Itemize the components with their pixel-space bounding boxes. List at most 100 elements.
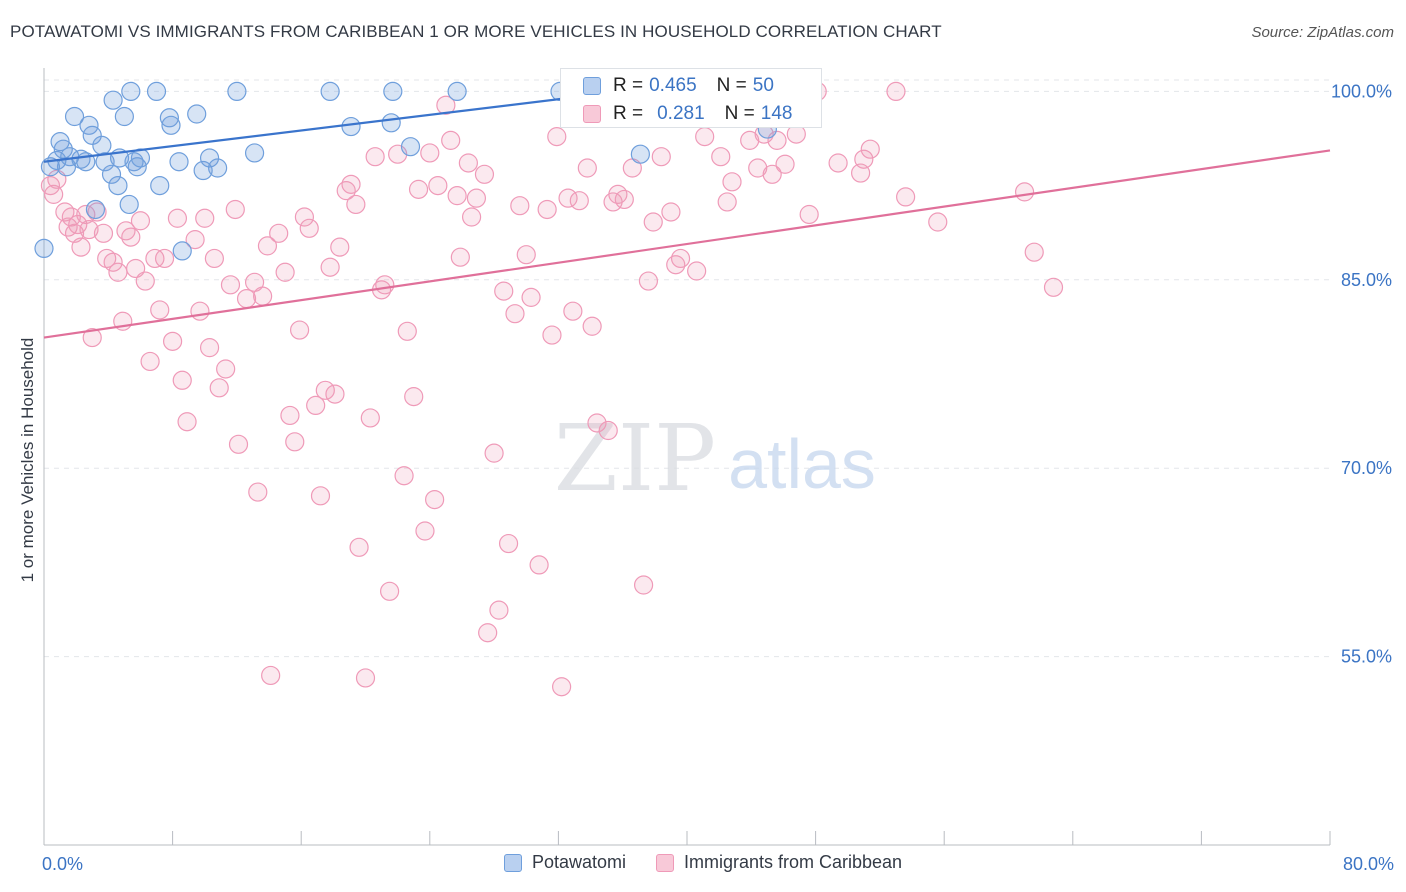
data-point	[64, 106, 85, 127]
data-point	[537, 199, 557, 220]
n-label: N =	[716, 75, 747, 96]
y-tick-label: 100.0%	[1331, 81, 1392, 101]
data-point	[394, 466, 414, 486]
data-point	[103, 252, 123, 272]
data-point	[190, 301, 210, 321]
data-point	[320, 81, 340, 102]
data-point	[172, 241, 192, 261]
legend-row-potawatomi: R = 0.465 N = 50	[561, 72, 774, 100]
data-point	[461, 207, 482, 227]
data-point	[1014, 182, 1035, 202]
data-point	[521, 287, 541, 307]
data-point	[498, 533, 519, 554]
data-point	[415, 521, 435, 541]
data-point	[130, 211, 151, 231]
data-point	[365, 147, 385, 167]
data-point	[159, 108, 179, 128]
data-point	[244, 143, 265, 163]
data-point	[76, 204, 96, 225]
data-point	[397, 321, 417, 341]
data-point	[306, 395, 326, 415]
data-point	[169, 152, 189, 172]
data-point	[199, 338, 220, 358]
data-point	[253, 286, 273, 306]
data-point	[248, 482, 268, 502]
correlation-legend: R = 0.465 N = 50 R = 0.281 N = 148	[560, 68, 822, 128]
data-point	[633, 575, 654, 595]
data-point	[854, 149, 874, 169]
data-point	[484, 443, 504, 463]
series-legend: Potawatomi Immigrants from Caribbean	[0, 852, 1406, 873]
data-point	[330, 237, 350, 257]
data-point	[748, 158, 768, 178]
data-point	[320, 257, 340, 277]
data-point	[140, 351, 160, 372]
pink-swatch	[655, 853, 674, 872]
data-point	[269, 223, 289, 243]
data-point	[441, 130, 461, 150]
data-point	[474, 164, 495, 184]
n-value: 50	[752, 75, 774, 96]
data-point	[163, 331, 183, 351]
data-point	[225, 199, 245, 220]
data-point	[375, 275, 395, 295]
y-tick-label: 55.0%	[1341, 647, 1392, 667]
axes	[43, 68, 1331, 846]
data-point	[489, 600, 509, 620]
r-value: 0.281	[657, 103, 705, 124]
legend-item-potawatomi: Potawatomi	[503, 852, 626, 873]
data-point	[71, 237, 91, 257]
watermark-atlas: atlas	[728, 425, 876, 503]
data-point	[257, 236, 278, 256]
data-point	[400, 137, 421, 157]
data-point	[630, 144, 650, 164]
data-point	[510, 196, 530, 216]
data-point	[381, 113, 401, 133]
data-point	[103, 90, 123, 110]
data-point	[547, 127, 567, 147]
data-point	[558, 188, 578, 208]
data-point	[93, 223, 114, 243]
watermark-zip: ZIP	[554, 405, 716, 512]
data-point	[436, 95, 456, 115]
r-label: R =	[613, 103, 644, 124]
data-point	[119, 194, 139, 215]
data-point	[516, 245, 536, 265]
data-point	[135, 271, 155, 291]
data-point	[228, 434, 249, 454]
data-point	[114, 106, 134, 127]
r-value: 0.465	[649, 75, 697, 96]
data-point	[711, 147, 731, 167]
data-point	[928, 212, 948, 232]
data-point	[220, 275, 241, 295]
data-point	[762, 164, 782, 184]
data-point	[150, 176, 170, 196]
data-point	[552, 677, 572, 697]
data-point	[569, 191, 589, 211]
x-tick-label: 0.0%	[42, 854, 83, 874]
data-point	[494, 281, 514, 301]
data-point	[447, 81, 467, 102]
data-point	[289, 320, 310, 340]
data-point	[466, 188, 487, 208]
data-point	[670, 248, 691, 269]
data-point	[61, 207, 81, 227]
data-point	[285, 432, 305, 452]
data-point	[167, 208, 188, 228]
data-point	[651, 147, 671, 167]
data-point	[740, 130, 760, 150]
data-point	[360, 408, 380, 428]
data-point	[722, 172, 742, 192]
caribbean-points	[40, 81, 1064, 697]
blue-swatch	[583, 77, 601, 95]
data-point	[92, 135, 112, 156]
pink-swatch	[583, 105, 601, 123]
data-point	[478, 623, 498, 643]
data-point	[695, 127, 715, 147]
data-point	[577, 158, 597, 178]
data-point	[404, 387, 424, 407]
data-point	[428, 176, 448, 196]
data-point	[161, 115, 181, 135]
data-point	[661, 202, 681, 222]
legend-item-caribbean: Immigrants from Caribbean	[655, 852, 902, 873]
